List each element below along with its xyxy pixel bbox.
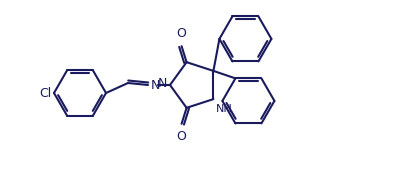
Text: O: O <box>177 27 187 40</box>
Text: N: N <box>158 76 167 89</box>
Text: N: N <box>151 78 160 92</box>
Text: NH: NH <box>215 104 232 114</box>
Text: Cl: Cl <box>39 86 51 100</box>
Text: O: O <box>177 130 187 143</box>
